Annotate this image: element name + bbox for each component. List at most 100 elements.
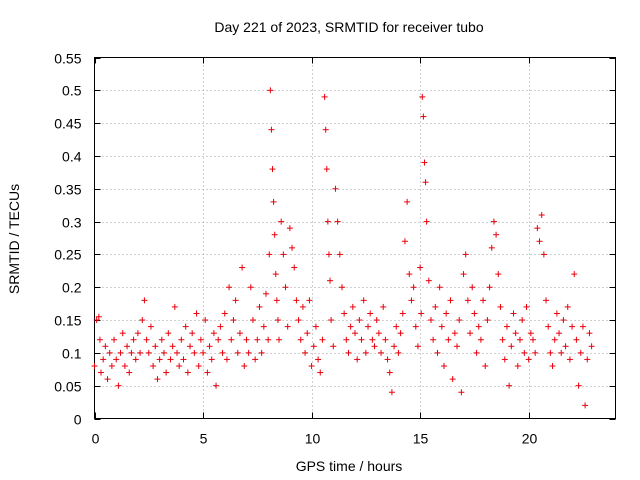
data-point — [343, 336, 350, 343]
data-point — [271, 231, 278, 238]
data-point — [510, 310, 517, 317]
data-point — [221, 310, 228, 317]
data-point — [514, 362, 521, 369]
data-point — [493, 231, 500, 238]
data-point — [551, 336, 558, 343]
data-point — [401, 238, 408, 245]
data-point — [399, 310, 406, 317]
data-point — [560, 317, 567, 324]
data-point — [254, 336, 261, 343]
data-point — [345, 349, 352, 356]
data-point — [228, 336, 235, 343]
data-point — [584, 356, 591, 363]
data-point — [291, 264, 298, 271]
data-point — [210, 330, 217, 337]
data-point — [540, 251, 547, 258]
data-point — [436, 284, 443, 291]
data-point — [484, 317, 491, 324]
data-point — [327, 277, 334, 284]
data-point — [575, 382, 582, 389]
data-point — [382, 336, 389, 343]
data-point — [380, 303, 387, 310]
data-point — [332, 185, 339, 192]
data-point — [213, 382, 220, 389]
data-point — [358, 336, 365, 343]
data-point — [486, 284, 493, 291]
data-point — [588, 343, 595, 350]
data-point — [266, 251, 273, 258]
data-point — [447, 297, 454, 304]
x-axis-label: GPS time / hours — [296, 458, 403, 474]
data-point — [200, 349, 207, 356]
data-point — [193, 310, 200, 317]
data-point — [165, 330, 172, 337]
data-point — [219, 349, 226, 356]
data-point — [280, 251, 287, 258]
data-point — [171, 303, 178, 310]
y-tick-label: 0.5 — [62, 83, 82, 99]
data-point — [521, 349, 528, 356]
data-point — [260, 323, 267, 330]
data-point — [239, 264, 246, 271]
data-point — [223, 356, 230, 363]
data-point — [532, 349, 539, 356]
data-point — [503, 323, 510, 330]
data-point — [456, 317, 463, 324]
data-point — [579, 323, 586, 330]
data-point — [395, 349, 402, 356]
data-point — [553, 310, 560, 317]
data-point — [98, 369, 105, 376]
data-point — [128, 349, 135, 356]
data-point — [508, 343, 515, 350]
data-point — [130, 336, 137, 343]
data-point — [556, 330, 563, 337]
data-point — [471, 310, 478, 317]
data-point — [549, 362, 556, 369]
data-point — [270, 198, 277, 205]
data-point — [232, 297, 239, 304]
data-point — [141, 297, 148, 304]
y-tick-label: 0.3 — [62, 215, 82, 231]
y-tick-label: 0.1 — [62, 346, 82, 362]
data-point — [412, 323, 419, 330]
data-point — [497, 303, 504, 310]
data-point — [352, 330, 358, 337]
data-point — [284, 323, 291, 330]
data-point — [236, 330, 243, 337]
data-point — [208, 356, 215, 363]
data-point — [449, 376, 456, 383]
data-point — [134, 330, 141, 337]
data-point — [475, 323, 482, 330]
data-point — [308, 362, 315, 369]
data-point — [506, 382, 513, 389]
data-point — [195, 362, 202, 369]
data-point — [388, 389, 395, 396]
data-point — [108, 362, 115, 369]
data-point — [276, 336, 283, 343]
data-point — [369, 336, 376, 343]
data-point — [569, 323, 576, 330]
data-point — [273, 297, 280, 304]
data-point — [334, 218, 341, 225]
data-point — [272, 271, 279, 278]
data-point — [360, 297, 367, 304]
data-point — [564, 303, 571, 310]
data-point — [571, 271, 578, 278]
data-point — [406, 271, 413, 278]
plot-frame — [94, 57, 616, 419]
data-point — [488, 244, 495, 251]
data-point — [378, 349, 385, 356]
data-point — [117, 349, 124, 356]
data-point — [443, 310, 450, 317]
data-point — [182, 323, 189, 330]
data-point — [445, 336, 452, 343]
data-point — [189, 330, 196, 337]
data-point — [299, 303, 306, 310]
data-point — [293, 297, 300, 304]
x-tick-label: 15 — [413, 431, 429, 447]
data-point — [206, 343, 213, 350]
data-point — [289, 244, 296, 251]
data-point — [423, 218, 430, 225]
data-point — [163, 369, 170, 376]
